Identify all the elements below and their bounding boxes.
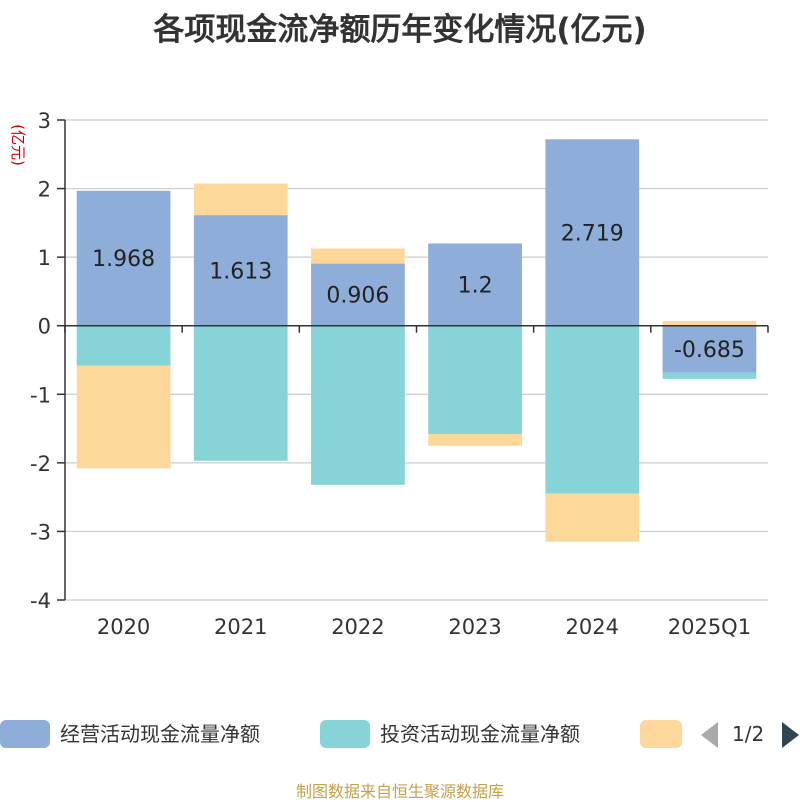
bar-s0-2021[interactable] bbox=[193, 215, 288, 326]
bars bbox=[76, 139, 757, 542]
bar-s2-2021[interactable] bbox=[193, 183, 288, 216]
data-label: 1.968 bbox=[92, 247, 155, 272]
bar-s2-2023[interactable] bbox=[428, 434, 522, 446]
legend-label-operating: 经营活动现金流量净额 bbox=[60, 722, 260, 746]
bar-s0-2025Q1[interactable] bbox=[662, 325, 757, 373]
x-tick-label: 2025Q1 bbox=[668, 615, 751, 639]
y-tick-label: 0 bbox=[38, 315, 51, 339]
bar-s1-2023[interactable] bbox=[428, 325, 522, 435]
legend-page-indicator: 1/2 bbox=[732, 722, 765, 746]
bar-s2-2022[interactable] bbox=[311, 248, 405, 264]
bar-s2-2020[interactable] bbox=[76, 365, 171, 469]
y-tick-label: 1 bbox=[38, 246, 51, 270]
data-label: -0.685 bbox=[674, 338, 745, 363]
bar-s0-2022[interactable] bbox=[311, 263, 405, 326]
legend-prev-page-icon[interactable] bbox=[701, 722, 718, 748]
bar-s1-2025Q1[interactable] bbox=[662, 372, 757, 379]
legend-swatch-investing bbox=[320, 720, 370, 748]
y-tick-label: 3 bbox=[38, 109, 51, 133]
grid-lines bbox=[65, 119, 768, 601]
legend-label-investing: 投资活动现金流量净额 bbox=[380, 722, 580, 746]
legend: 经营活动现金流量净额 投资活动现金流量净额 1/2 bbox=[0, 714, 800, 756]
x-tick-label: 2022 bbox=[331, 615, 384, 639]
legend-swatch-operating bbox=[0, 720, 50, 748]
data-label: 0.906 bbox=[326, 284, 389, 309]
x-tick-label: 2020 bbox=[97, 615, 150, 639]
y-tick-label: -3 bbox=[30, 520, 51, 544]
y-axis-label: (亿元) bbox=[9, 124, 27, 166]
legend-next-page-icon[interactable] bbox=[782, 722, 799, 748]
bar-s1-2024[interactable] bbox=[545, 325, 640, 494]
x-tick-label: 2023 bbox=[448, 615, 501, 639]
data-labels: 1.968 1.613 0.906 1.2 2.719 -0.685 bbox=[92, 221, 745, 363]
y-tick-label: -1 bbox=[30, 383, 51, 407]
chart-title: 各项现金流净额历年变化情况(亿元) bbox=[153, 12, 647, 48]
bar-s2-2024[interactable] bbox=[545, 493, 640, 542]
x-tick-label: 2021 bbox=[214, 615, 267, 639]
bar-s0-2020[interactable] bbox=[76, 190, 171, 326]
bar-s1-2020[interactable] bbox=[76, 325, 171, 366]
y-tick-label: 2 bbox=[38, 178, 51, 202]
axes: 3 2 1 0 -1 -2 -3 -4 (亿元) 2020 2021 2022 2023 2024 2025… bbox=[9, 109, 769, 639]
y-tick-label: -2 bbox=[30, 452, 51, 476]
bar-s0-2024[interactable] bbox=[545, 139, 640, 326]
bar-s1-2021[interactable] bbox=[193, 325, 288, 461]
data-label: 2.719 bbox=[561, 221, 624, 246]
x-tick-label: 2024 bbox=[566, 615, 619, 639]
bar-s2-2025Q1[interactable] bbox=[662, 320, 757, 326]
data-label: 1.2 bbox=[458, 274, 493, 299]
bar-s0-2023[interactable] bbox=[428, 243, 522, 326]
chart-plot: 3 2 1 0 -1 -2 -3 -4 (亿元) 2020 2021 2022 2023 2024 2025… bbox=[9, 109, 769, 639]
bar-s1-2022[interactable] bbox=[311, 325, 405, 485]
source-note: 制图数据来自恒生聚源数据库 bbox=[295, 782, 504, 801]
legend-swatch-third bbox=[640, 720, 682, 748]
data-label: 1.613 bbox=[209, 259, 272, 284]
y-tick-label: -4 bbox=[30, 589, 51, 613]
